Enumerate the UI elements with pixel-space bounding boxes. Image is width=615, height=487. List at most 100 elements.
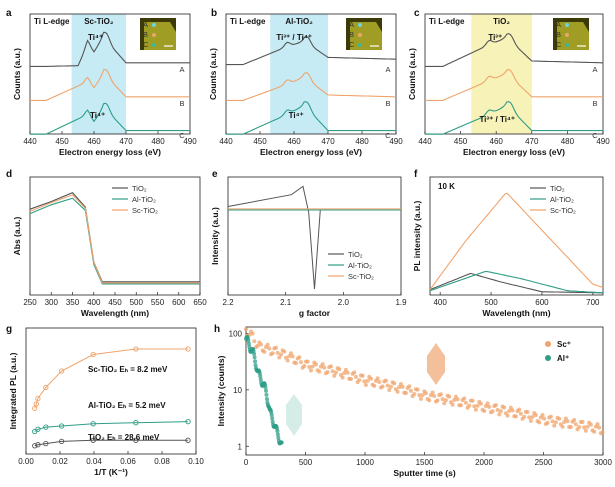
x-axis-label-g: 1/T (K⁻¹) bbox=[94, 467, 128, 477]
x-tick-label-f: 400 bbox=[433, 298, 447, 307]
absorbance-line bbox=[29, 197, 200, 285]
depth-profile-point bbox=[267, 346, 272, 351]
data-point-g bbox=[32, 443, 38, 449]
x-axis-label-c: Electron energy loss (eV) bbox=[463, 147, 565, 157]
depth-profile-point bbox=[528, 418, 533, 423]
depth-profile-point bbox=[588, 422, 593, 427]
valence-annotation-bottom-c: Ti³⁺ / Ti⁴⁺ bbox=[479, 115, 515, 124]
x-tick-label-c: 490 bbox=[596, 137, 610, 146]
depth-profile-point bbox=[253, 363, 258, 368]
depth-profile-point bbox=[270, 416, 275, 421]
depth-profile-point bbox=[325, 370, 330, 375]
panel-letter-c: c bbox=[414, 8, 420, 19]
axes-frame-d bbox=[29, 176, 201, 296]
depth-profile-point bbox=[432, 394, 437, 399]
x-tick-label-g: 0.06 bbox=[120, 457, 136, 466]
inset-point-label-a: B bbox=[143, 30, 148, 39]
spectrum-line-c bbox=[425, 68, 603, 101]
axes-frame-f bbox=[429, 176, 604, 296]
valence-annotation-top-b: Ti³⁺ / Ti⁴⁺ bbox=[276, 33, 312, 42]
panel-letter-e: e bbox=[212, 169, 218, 180]
spectrum-line-b bbox=[226, 36, 396, 66]
al-crystal-illustration bbox=[286, 394, 302, 436]
depth-profile-point bbox=[482, 409, 487, 414]
depth-profile-point bbox=[387, 387, 392, 392]
depth-profile-point bbox=[600, 430, 605, 435]
depth-profile-point bbox=[298, 360, 303, 365]
depth-profile-point bbox=[415, 387, 420, 392]
inset-point-marker-a bbox=[152, 33, 156, 37]
depth-profile-point bbox=[498, 409, 503, 414]
depth-profile-point bbox=[310, 364, 315, 369]
x-tick-label-e: 2.1 bbox=[280, 298, 292, 307]
x-axis-label-h: Sputter time (s) bbox=[393, 468, 456, 478]
y-axis-label-g: Integrated PL (a.u.) bbox=[8, 352, 18, 429]
depth-profile-point bbox=[447, 394, 452, 399]
depth-profile-point bbox=[560, 424, 565, 429]
y-axis-label-c: Counts (a.u.) bbox=[407, 48, 417, 100]
depth-profile-point bbox=[293, 361, 298, 366]
depth-profile-point bbox=[345, 370, 350, 375]
depth-profile-point bbox=[443, 398, 448, 403]
inset-point-label-c: C bbox=[556, 40, 562, 49]
depth-profile-point bbox=[573, 422, 578, 427]
x-tick-label-h: 3000 bbox=[594, 458, 612, 467]
spectrum-letter-c: C bbox=[592, 131, 598, 140]
depth-profile-point bbox=[583, 428, 588, 433]
inset-particle-c bbox=[557, 22, 589, 50]
band-label-b: Al-TiO₂ bbox=[285, 17, 313, 26]
depth-profile-point bbox=[372, 383, 377, 388]
depth-profile-point bbox=[297, 355, 302, 360]
data-point-g bbox=[58, 368, 65, 374]
depth-profile-point bbox=[278, 352, 283, 357]
depth-profile-point bbox=[455, 397, 460, 402]
depth-profile-point bbox=[450, 402, 455, 407]
sc-crystal-illustration bbox=[427, 343, 445, 385]
axes-frame-e bbox=[227, 176, 402, 296]
panel-letter-b: b bbox=[211, 8, 217, 19]
x-tick-label-e: 2.2 bbox=[222, 298, 234, 307]
spectrum-line-a bbox=[30, 68, 190, 101]
depth-profile-point bbox=[580, 420, 585, 425]
depth-profile-point bbox=[470, 398, 475, 403]
depth-profile-point bbox=[463, 400, 468, 405]
inset-point-label-c: A bbox=[556, 20, 561, 29]
depth-profile-point bbox=[408, 388, 413, 393]
depth-profile-point bbox=[592, 429, 597, 434]
x-tick-label-c: 460 bbox=[490, 137, 504, 146]
fit-line-g bbox=[34, 421, 189, 432]
depth-profile-point bbox=[322, 365, 327, 370]
depth-profile-point bbox=[527, 415, 532, 420]
x-tick-label-d: 600 bbox=[172, 298, 186, 307]
inset-point-label-b: B bbox=[349, 30, 354, 39]
axes-frame-g bbox=[25, 327, 197, 455]
depth-profile-point bbox=[290, 354, 295, 359]
depth-profile-point bbox=[505, 413, 510, 418]
depth-profile-point bbox=[562, 419, 567, 424]
inset-point-marker-b bbox=[358, 23, 362, 27]
y-axis-label-h: Intensity (counts) bbox=[216, 355, 226, 426]
x-tick-label-g: 0.08 bbox=[154, 457, 170, 466]
depth-profile-point bbox=[427, 398, 432, 403]
x-tick-label-g: 0.04 bbox=[86, 457, 102, 466]
depth-profile-point bbox=[392, 381, 397, 386]
depth-profile-point bbox=[352, 370, 357, 375]
pl-line bbox=[429, 270, 604, 294]
depth-profile-point bbox=[417, 393, 422, 398]
depth-profile-point bbox=[258, 377, 263, 382]
depth-profile-point bbox=[440, 397, 445, 402]
depth-profile-point bbox=[435, 398, 440, 403]
x-tick-label-c: 440 bbox=[418, 137, 432, 146]
y-tick-label-h: 100 bbox=[229, 329, 243, 338]
depth-profile-point bbox=[423, 391, 428, 396]
panel-letter-a: a bbox=[6, 8, 12, 19]
x-tick-label-e: 1.9 bbox=[395, 298, 407, 307]
depth-profile-point bbox=[452, 398, 457, 403]
legend-label-f: Al-TiO₂ bbox=[550, 195, 574, 204]
x-tick-label-b: 470 bbox=[321, 137, 335, 146]
x-tick-label-h: 2500 bbox=[535, 458, 553, 467]
spectrum-letter-a: B bbox=[179, 99, 184, 108]
x-tick-label-a: 470 bbox=[119, 137, 133, 146]
legend-label-f: TiO₂ bbox=[550, 184, 565, 193]
depth-profile-point bbox=[522, 414, 527, 419]
